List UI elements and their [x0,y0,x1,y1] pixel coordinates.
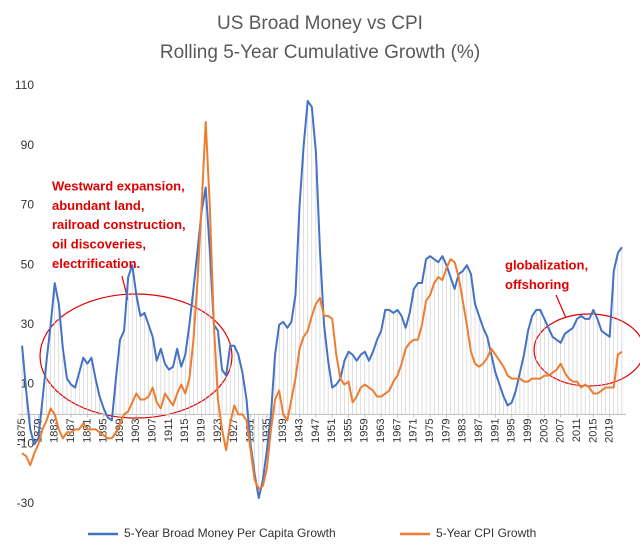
x-tick-label: 1975 [424,418,436,442]
x-tick-label: 1963 [375,418,387,442]
y-tick-label: -10 [17,436,35,450]
x-tick-label: 1919 [196,418,208,442]
x-tick-label: 1971 [408,418,420,442]
x-tick-label: 1939 [277,418,289,442]
x-tick-label: 1903 [130,418,142,442]
x-tick-label: 1915 [179,418,191,442]
x-tick-label: 1911 [163,418,175,442]
x-tick-label: 1875 [16,418,28,442]
annotation: abundant land, [52,198,144,213]
y-tick-label: 50 [21,257,35,271]
x-tick-label: 1927 [228,418,240,442]
x-tick-label: 1999 [522,418,534,442]
chart-title: US Broad Money vs CPI [217,13,423,34]
x-tick-label: 1959 [359,418,371,442]
legend-label: 5-Year Broad Money Per Capita Growth [124,526,336,540]
x-tick-label: 1995 [506,418,518,442]
annotation: oil discoveries, [52,237,146,252]
x-tick-label: 1967 [391,418,403,442]
x-tick-label: 1983 [457,418,469,442]
highlight-ellipse [39,293,233,419]
annotation: globalization, [505,257,588,272]
y-tick-label: 90 [21,138,35,152]
y-tick-label: 10 [21,377,35,391]
x-tick-label: 1987 [473,418,485,442]
x-tick-label: 2003 [538,418,550,442]
y-tick-label: 110 [15,78,34,92]
y-tick-label: 70 [21,198,35,212]
y-tick-label: 30 [21,317,35,331]
x-tick-label: 1891 [81,418,93,442]
chart-subtitle: Rolling 5-Year Cumulative Growth (%) [160,42,480,63]
x-tick-label: 1943 [293,418,305,442]
x-tick-label: 1951 [326,418,338,442]
annotation: Westward expansion, [52,178,185,193]
x-tick-label: 2019 [604,418,616,442]
annotation: electrification. [52,256,140,271]
x-tick-label: 1991 [489,418,501,442]
x-tick-label: 1899 [114,418,126,442]
x-tick-label: 1907 [147,418,159,442]
series-line [21,120,623,491]
annotation: railroad construction, [52,217,186,232]
annotation: offshoring [505,277,569,292]
x-tick-label: 1979 [440,418,452,442]
pointer-line [555,294,567,319]
x-tick-label: 1947 [310,418,322,442]
legend-label: 5-Year CPI Growth [436,526,536,540]
x-tick-label: 2011 [571,418,583,442]
x-tick-label: 2007 [555,418,567,442]
y-tick-label: -30 [17,496,35,510]
x-tick-label: 1955 [342,418,354,442]
x-tick-label: 2015 [587,418,599,442]
x-tick-label: 1887 [65,418,77,442]
series-line [21,99,623,500]
